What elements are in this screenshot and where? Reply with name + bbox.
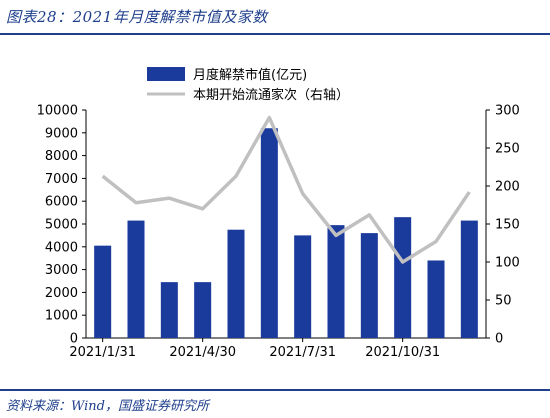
left-tick-label: 9000 [45, 126, 78, 141]
left-tick-label: 3000 [45, 263, 78, 278]
bar-2021/8/31 [327, 225, 345, 338]
chart: 月度解禁市值(亿元) 本期开始流通家次（右轴） 0100020003000400… [37, 67, 520, 360]
source-rule [0, 389, 550, 391]
right-axis-ticks: 0 50 100 150 200 250 300 [486, 104, 520, 347]
left-tick-label: 4000 [45, 240, 78, 255]
title-rule [0, 33, 550, 35]
bar-2021/1/31 [94, 245, 112, 338]
axes [85, 110, 487, 339]
legend: 月度解禁市值(亿元) 本期开始流通家次（右轴） [147, 67, 349, 103]
x-tick-label: 2021/4/30 [169, 345, 236, 360]
left-tick-label: 2000 [45, 286, 78, 301]
figure-title: 图表28：2021年月度解禁市值及家数 [6, 8, 268, 26]
right-tick-label: 100 [495, 256, 520, 271]
x-tick-label: 2021/10/31 [365, 345, 440, 360]
left-tick-label: 6000 [45, 195, 78, 210]
left-tick-label: 10000 [37, 104, 78, 119]
right-tick-label: 250 [495, 142, 520, 157]
bar-2021/12/31 [460, 220, 478, 338]
line-path [101, 115, 471, 264]
legend-bar-swatch [147, 67, 185, 81]
left-axis-ticks: 0 1000 2000 3000 4000 5000 6000 7000 8000 9000 100… [37, 104, 86, 347]
bar-2021/10/31 [394, 217, 412, 338]
bar-series [94, 128, 478, 338]
left-tick-label: 7000 [45, 172, 78, 187]
right-tick-label: 0 [495, 332, 503, 347]
right-tick-label: 50 [495, 294, 512, 309]
x-axis-ticks: 2021/1/31 2021/4/30 2021/7/31 2021/10/31 [69, 338, 440, 360]
legend-bar-label: 月度解禁市值(亿元) [193, 67, 307, 83]
bar-2021/11/30 [427, 260, 445, 338]
x-tick-label: 2021/7/31 [269, 345, 336, 360]
left-tick-label: 8000 [45, 149, 78, 164]
right-tick-label: 150 [495, 218, 520, 233]
bar-2021/3/31 [160, 282, 178, 338]
bar-2021/5/31 [227, 229, 245, 338]
legend-line-label: 本期开始流通家次（右轴） [193, 87, 349, 103]
source-note: 资料来源：Wind，国盛证券研究所 [6, 399, 209, 414]
x-tick-label: 2021/1/31 [69, 345, 136, 360]
right-tick-label: 200 [495, 180, 520, 195]
left-tick-label: 5000 [45, 218, 78, 233]
left-tick-label: 0 [70, 332, 78, 347]
right-tick-label: 300 [495, 104, 520, 119]
line-series [101, 115, 471, 264]
bar-2021/9/30 [360, 233, 378, 338]
bar-2021/4/30 [194, 282, 212, 338]
bar-2021/2/28 [127, 220, 145, 338]
bar-2021/6/30 [260, 128, 278, 338]
left-tick-label: 1000 [45, 309, 78, 324]
bar-2021/7/31 [294, 235, 312, 338]
